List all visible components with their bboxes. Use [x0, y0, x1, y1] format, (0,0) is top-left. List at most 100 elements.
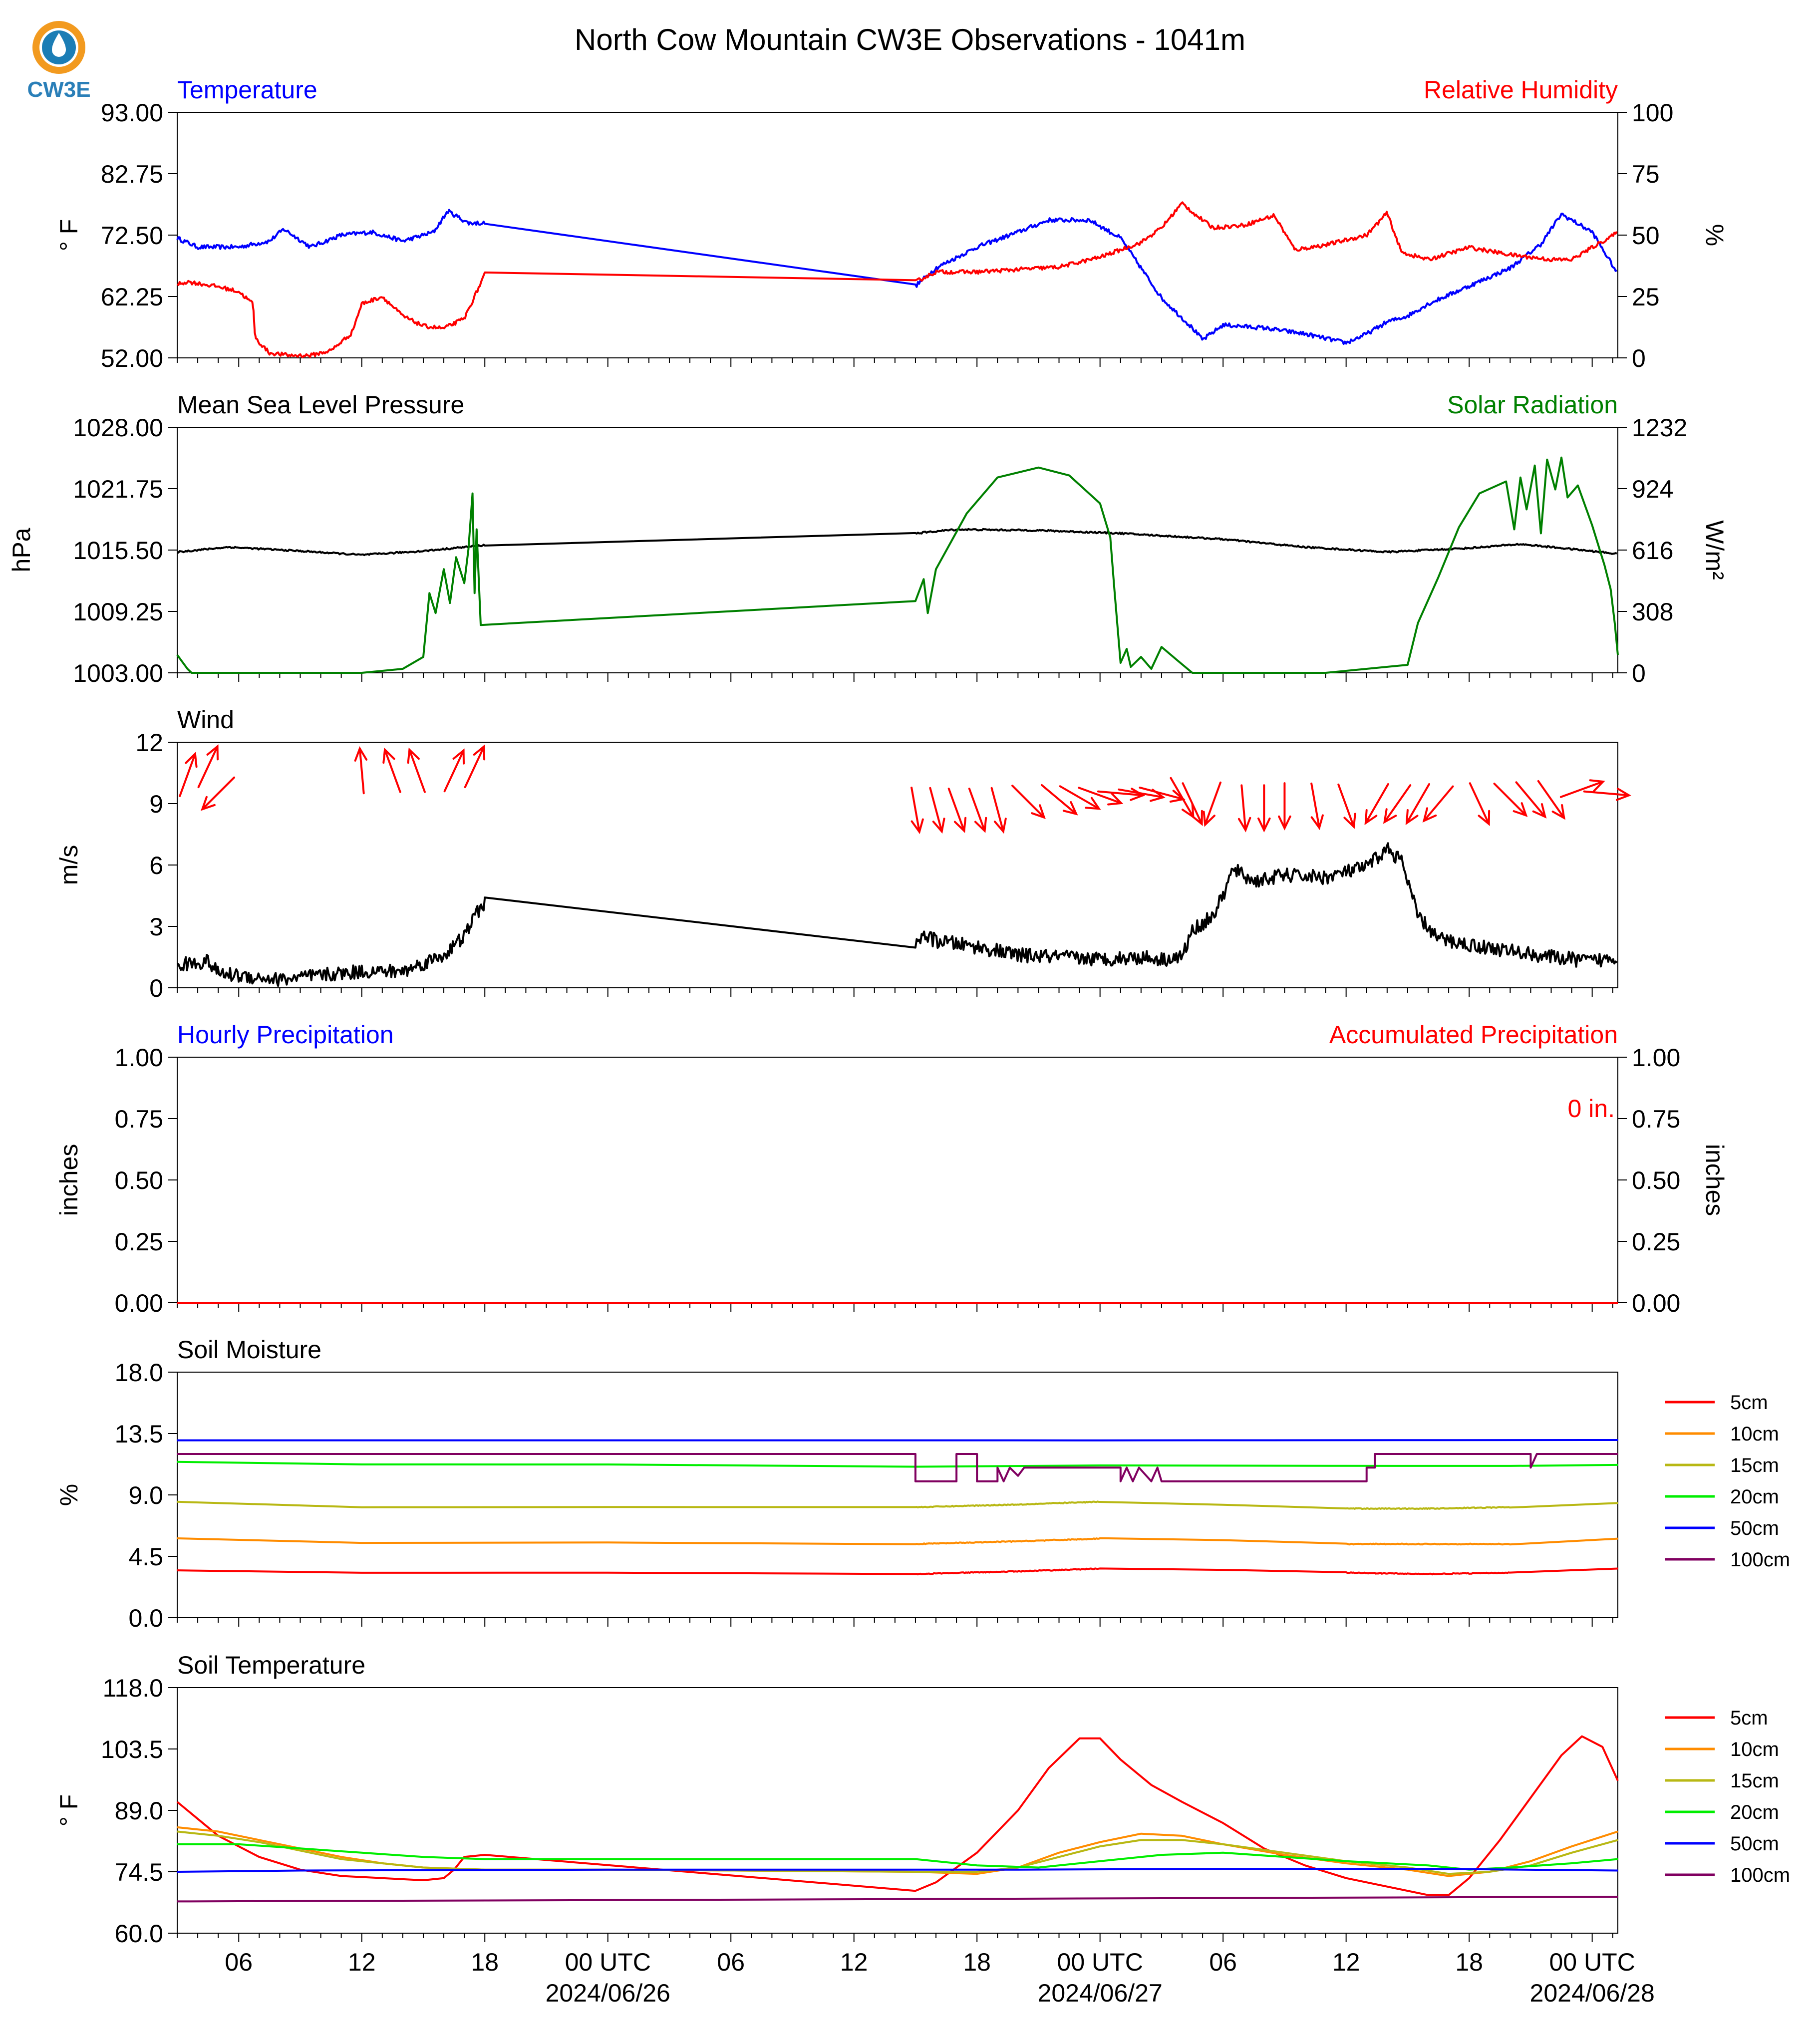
- legend: 5cm 10cm 15cm 20cm 50cm 100cm: [1665, 1392, 1790, 1571]
- logo-drop-icon: [52, 33, 66, 57]
- wind-arrow: [1078, 787, 1124, 806]
- y-tick-label: 89.0: [115, 1797, 163, 1825]
- x-tick-label: 18: [1455, 1948, 1483, 1976]
- panel-title-left: Temperature: [177, 76, 317, 104]
- wind-arrow: [1203, 781, 1221, 827]
- wind-arrow: [1041, 784, 1078, 816]
- x-tick-label: 12: [840, 1948, 868, 1976]
- wind-arrow: [1515, 781, 1547, 819]
- y-tick-label: 82.75: [101, 160, 163, 188]
- logo-text: CW3E: [27, 77, 90, 102]
- wind-arrow: [201, 776, 235, 811]
- x-tick-label: 06: [225, 1948, 253, 1976]
- wind-arrow: [1583, 788, 1631, 801]
- wind-arrow: [1237, 784, 1251, 833]
- legend-label: 15cm: [1730, 1454, 1779, 1476]
- panel-3: 0 3 6 9 12 m/s Wind: [55, 706, 1631, 1002]
- wind-arrow: [1097, 788, 1146, 801]
- y2-axis-label: W/m²: [1701, 520, 1729, 579]
- y-tick-label: 1009.25: [73, 598, 163, 626]
- wind-arrow: [1405, 783, 1430, 825]
- wind-arrow: [1278, 782, 1291, 831]
- y-axis-label: hPa: [7, 528, 35, 572]
- x-tick-label: 12: [1332, 1948, 1360, 1976]
- wind-arrow: [990, 787, 1007, 834]
- y2-tick-label: 0: [1632, 344, 1646, 372]
- wind-arrow: [1422, 785, 1454, 823]
- panel-title-left: Mean Sea Level Pressure: [177, 391, 464, 419]
- y2-tick-label: 0.25: [1632, 1228, 1680, 1256]
- y-tick-label: 6: [149, 852, 163, 879]
- y2-tick-label: 0: [1632, 659, 1646, 687]
- logo-ring-icon: [32, 21, 85, 74]
- y2-tick-label: 616: [1632, 537, 1673, 565]
- y2-tick-label: 25: [1632, 283, 1660, 311]
- accumulated-annotation: 0 in.: [1567, 1095, 1615, 1123]
- wind-arrow: [1059, 785, 1101, 810]
- panel-title-left: Soil Temperature: [177, 1651, 365, 1679]
- series-group: [176, 201, 1618, 358]
- x-tick-label: 06: [717, 1948, 745, 1976]
- legend-label: 100cm: [1730, 1864, 1790, 1886]
- legend-label: 20cm: [1730, 1486, 1779, 1508]
- wind-arrow: [1364, 783, 1389, 825]
- y-tick-label: 62.25: [101, 283, 163, 311]
- y-axis-label: ° F: [55, 1794, 83, 1826]
- y-tick-label: 118.0: [103, 1674, 163, 1702]
- legend-label: 50cm: [1730, 1517, 1779, 1539]
- chart-panels: 52.00 62.25 72.50 82.75 93.00 0 25 50 75 100 ° F % T…: [7, 76, 1790, 2007]
- y-tick-label: 1003.00: [73, 659, 163, 687]
- y2-tick-label: 308: [1632, 598, 1673, 626]
- wind-arrow: [1493, 783, 1528, 817]
- series-line: [176, 209, 1617, 345]
- panel-title-right: Solar Radiation: [1447, 391, 1618, 419]
- y-tick-label: 1015.50: [73, 537, 163, 565]
- legend-label: 10cm: [1730, 1423, 1779, 1445]
- y2-tick-label: 100: [1632, 99, 1673, 127]
- y-tick-label: 0.50: [115, 1166, 163, 1194]
- x-date-label: 2024/06/28: [1530, 1979, 1655, 2007]
- panel-title-right: Relative Humidity: [1424, 76, 1618, 104]
- panel-title-left: Hourly Precipitation: [177, 1021, 394, 1049]
- x-tick-label: 00 UTC: [565, 1948, 651, 1976]
- x-date-label: 2024/06/26: [546, 1979, 670, 2007]
- panel-1: 52.00 62.25 72.50 82.75 93.00 0 25 50 75 100 ° F % T…: [55, 76, 1729, 372]
- y-tick-label: 60.0: [115, 1920, 163, 1948]
- series-line: [176, 201, 1618, 358]
- legend-label: 50cm: [1730, 1833, 1779, 1855]
- legend: 5cm 10cm 15cm 20cm 50cm 100cm: [1665, 1707, 1790, 1886]
- y-tick-label: 0: [149, 974, 163, 1002]
- series-line: [177, 1453, 1618, 1482]
- wind-arrow: [1469, 782, 1491, 826]
- y2-tick-label: 0.00: [1632, 1289, 1680, 1317]
- wind-arrow: [179, 751, 198, 797]
- series-line: [177, 1868, 1618, 1873]
- series-group: [177, 1439, 1618, 1576]
- legend-label: 5cm: [1730, 1392, 1768, 1414]
- y-tick-label: 13.5: [115, 1420, 163, 1448]
- series-line: [177, 1460, 1618, 1468]
- y2-tick-label: 75: [1632, 160, 1660, 188]
- y-tick-label: 0.25: [115, 1228, 163, 1256]
- y-axis-label: %: [55, 1484, 83, 1506]
- legend-label: 5cm: [1730, 1707, 1768, 1729]
- y2-tick-label: 0.75: [1632, 1105, 1680, 1133]
- series-line: [177, 1896, 1618, 1903]
- wind-arrow: [1182, 782, 1203, 826]
- wind-arrow: [968, 788, 987, 833]
- y-tick-label: 4.5: [128, 1543, 163, 1571]
- series-group: [177, 842, 1618, 987]
- wind-arrow-group: [179, 744, 1631, 835]
- chart-title: North Cow Mountain CW3E Observations - 1…: [575, 23, 1245, 56]
- x-tick-label: 00 UTC: [1057, 1948, 1143, 1976]
- wind-arrow: [382, 747, 401, 793]
- series-line: [176, 1735, 1619, 1896]
- wind-arrow: [354, 746, 368, 795]
- wind-arrow: [1257, 784, 1271, 833]
- x-date-label: 2024/06/27: [1038, 1979, 1163, 2007]
- series-group: [176, 1735, 1619, 1903]
- y-tick-label: 18.0: [115, 1359, 163, 1387]
- y-tick-label: 3: [149, 913, 163, 941]
- y-tick-label: 1.00: [115, 1044, 163, 1072]
- y2-tick-label: 1232: [1632, 414, 1687, 442]
